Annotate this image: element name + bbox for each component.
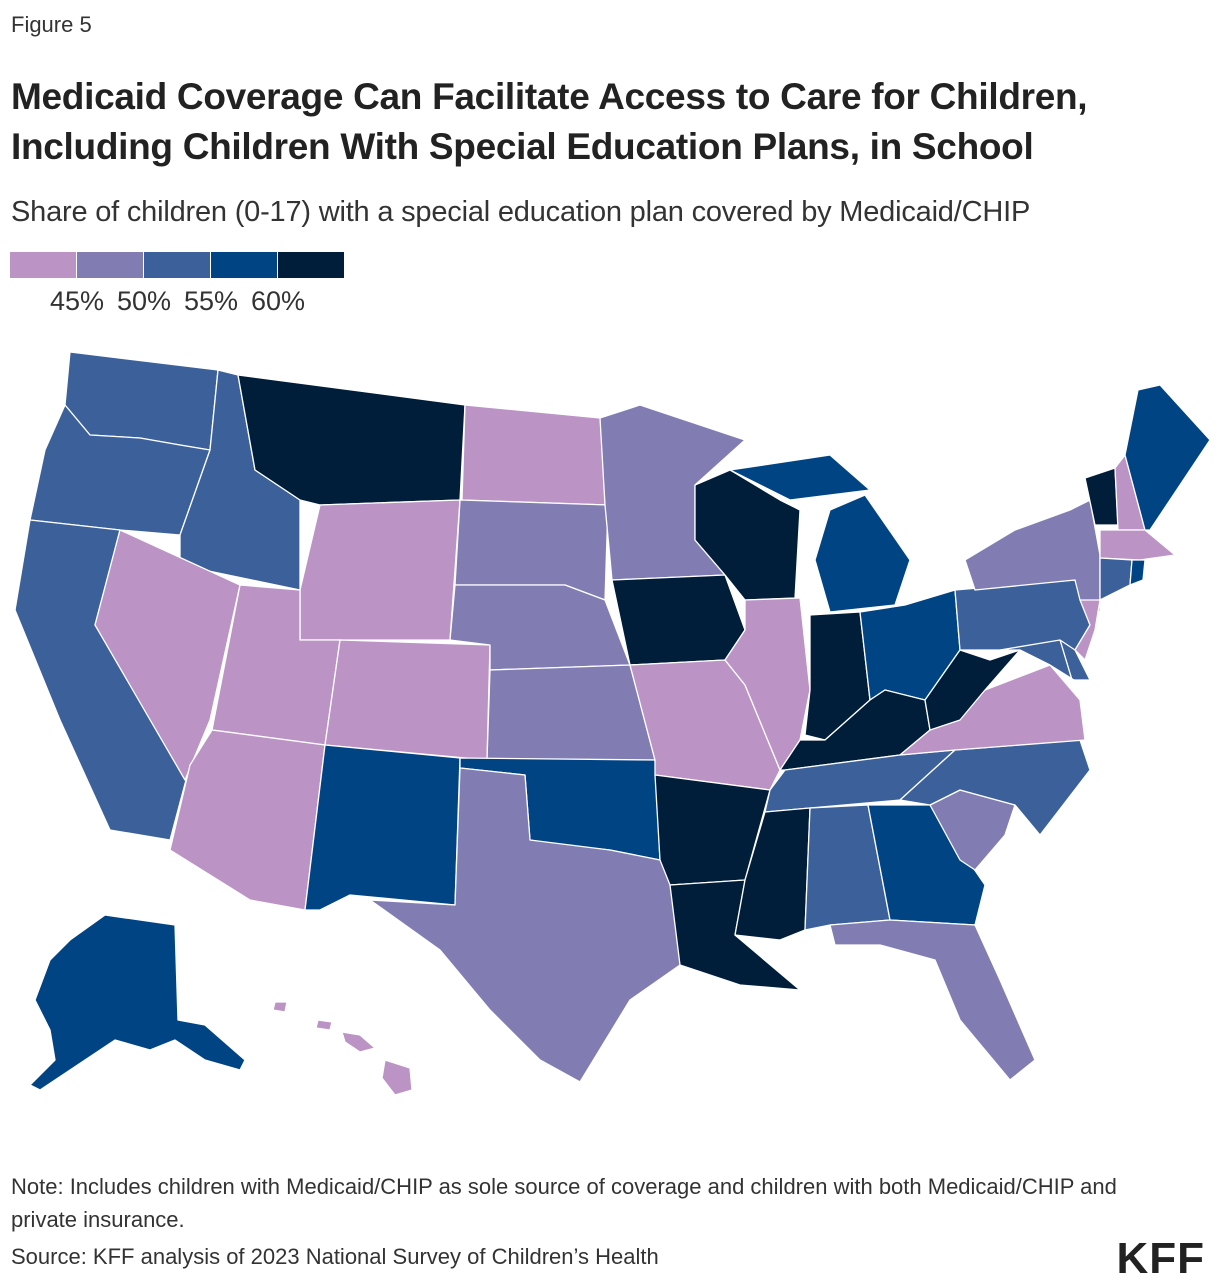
- state-hi[interactable]: [272, 1001, 413, 1096]
- kff-logo: KFF: [1116, 1234, 1205, 1283]
- legend-swatch-2: [77, 252, 143, 278]
- legend-labels: 45% 50% 55% 60%: [10, 278, 370, 318]
- state-tx[interactable]: [369, 767, 681, 1083]
- state-nd[interactable]: [461, 404, 609, 506]
- us-state-map: [14, 351, 1211, 1096]
- state-md[interactable]: [999, 639, 1091, 691]
- figure-label: Figure 5: [11, 12, 92, 37]
- legend-swatches: [10, 252, 370, 278]
- legend-label-1: 45%: [49, 286, 105, 316]
- state-ma[interactable]: [1099, 529, 1176, 561]
- state-wy[interactable]: [299, 499, 461, 641]
- source-line: Source: KFF analysis of 2023 National Su…: [11, 1244, 659, 1269]
- state-nj[interactable]: [1074, 599, 1101, 661]
- legend-swatch-3: [144, 252, 210, 278]
- chart-title: Medicaid Coverage Can Facilitate Access …: [11, 76, 1088, 167]
- color-legend: 45% 50% 55% 60%: [10, 252, 370, 318]
- legend-swatch-1: [10, 252, 76, 278]
- state-nm[interactable]: [304, 744, 461, 911]
- state-ga[interactable]: [867, 804, 986, 926]
- footnote: Note: Includes children with Medicaid/CH…: [11, 1174, 1117, 1232]
- legend-swatch-4: [211, 252, 277, 278]
- legend-label-2: 50%: [116, 286, 172, 316]
- legend-swatch-5: [278, 252, 344, 278]
- state-ct[interactable]: [1099, 557, 1133, 601]
- state-fl[interactable]: [829, 919, 1036, 1081]
- state-mi[interactable]: [729, 454, 911, 613]
- state-co[interactable]: [324, 639, 491, 761]
- state-nv[interactable]: [94, 529, 241, 781]
- state-ak[interactable]: [29, 914, 246, 1091]
- legend-label-3: 55%: [183, 286, 239, 316]
- state-wv[interactable]: [924, 649, 1021, 731]
- chart-subtitle: Share of children (0-17) with a special …: [11, 196, 1031, 228]
- state-ks[interactable]: [486, 664, 656, 761]
- legend-label-4: 60%: [250, 286, 306, 316]
- state-ia[interactable]: [611, 574, 746, 666]
- state-ri[interactable]: [1129, 559, 1146, 586]
